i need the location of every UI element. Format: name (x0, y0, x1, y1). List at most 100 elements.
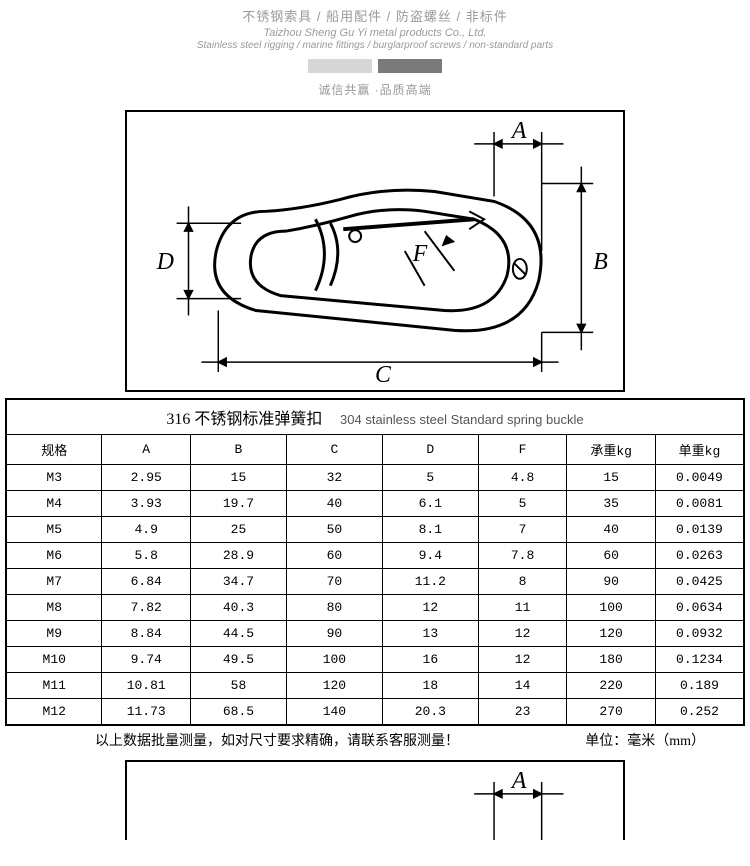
table-row: M87.8240.38012111000.0634 (6, 595, 744, 621)
table-row: M65.828.9609.47.8600.0263 (6, 543, 744, 569)
table-cell: M5 (6, 517, 102, 543)
table-cell: 4.8 (478, 465, 567, 491)
tab-placeholder (308, 59, 372, 73)
table-cell: 0.0263 (655, 543, 744, 569)
table-cell: M6 (6, 543, 102, 569)
table-row: M76.8434.77011.28900.0425 (6, 569, 744, 595)
table-col-header: 规格 (6, 435, 102, 465)
header-categories-en: Stainless steel rigging / marine fitting… (0, 40, 750, 51)
table-cell: M8 (6, 595, 102, 621)
table-cell: 35 (567, 491, 656, 517)
table-cell: 15 (567, 465, 656, 491)
table-cell: 11.2 (382, 569, 478, 595)
table-cell: 9.74 (102, 647, 191, 673)
table-cell: 0.189 (655, 673, 744, 699)
table-cell: 2.95 (102, 465, 191, 491)
table-cell: 8 (478, 569, 567, 595)
table-cell: 40.3 (190, 595, 286, 621)
table-cell: 180 (567, 647, 656, 673)
table-cell: 32 (286, 465, 382, 491)
dim-label-a-2: A (510, 768, 527, 794)
table-cell: 28.9 (190, 543, 286, 569)
table-cell: 58 (190, 673, 286, 699)
table-cell: 100 (286, 647, 382, 673)
table-cell: 34.7 (190, 569, 286, 595)
table-row: M98.8444.59013121200.0932 (6, 621, 744, 647)
table-footnote: 以上数据批量测量，如对尺寸要求精确，请联系客服测量！ 单位：毫米（mm） (5, 730, 745, 750)
table-col-header: B (190, 435, 286, 465)
header-company: Taizhou Sheng Gu Yi metal products Co., … (0, 27, 750, 39)
table-cell: 220 (567, 673, 656, 699)
dim-label-f: F (412, 241, 428, 267)
table-cell: 68.5 (190, 699, 286, 726)
table-col-header: C (286, 435, 382, 465)
table-col-header: F (478, 435, 567, 465)
table-cell: 4.9 (102, 517, 191, 543)
table-cell: M10 (6, 647, 102, 673)
table-row: M54.925508.17400.0139 (6, 517, 744, 543)
tab-placeholder (378, 59, 442, 73)
table-cell: 0.0139 (655, 517, 744, 543)
footnote-unit: 单位：毫米（mm） (585, 730, 745, 750)
table-cell: 0.0049 (655, 465, 744, 491)
table-cell: 11 (478, 595, 567, 621)
table-cell: 40 (286, 491, 382, 517)
table-cell: 11.73 (102, 699, 191, 726)
table-cell: 0.0932 (655, 621, 744, 647)
table-cell: M9 (6, 621, 102, 647)
page-header: 不锈钢索具 / 船用配件 / 防盗螺丝 / 非标件 Taizhou Sheng … (0, 0, 750, 102)
table-cell: M12 (6, 699, 102, 726)
table-title-row: 316 不锈钢标准弹簧扣 304 stainless steel Standar… (6, 399, 744, 435)
table-cell: 25 (190, 517, 286, 543)
table-row: M32.95153254.8150.0049 (6, 465, 744, 491)
table-col-header: A (102, 435, 191, 465)
table-col-header: 单重kg (655, 435, 744, 465)
table-cell: 12 (478, 621, 567, 647)
table-cell: 0.0425 (655, 569, 744, 595)
table-cell: 10.81 (102, 673, 191, 699)
table-cell: 12 (478, 647, 567, 673)
table-title-sub: 304 stainless steel Standard spring buck… (340, 412, 584, 427)
header-tabs (0, 59, 750, 73)
table-cell: 0.0634 (655, 595, 744, 621)
product-diagram: A B C D F (125, 110, 625, 392)
table-cell: 90 (286, 621, 382, 647)
table-cell: 60 (567, 543, 656, 569)
dim-label-c: C (375, 362, 392, 388)
table-title-main: 316 不锈钢标准弹簧扣 (166, 411, 322, 428)
table-cell: 6.1 (382, 491, 478, 517)
header-slogan: 诚信共赢 ·品质高端 (0, 81, 750, 98)
table-row: M1110.815812018142200.189 (6, 673, 744, 699)
table-cell: M11 (6, 673, 102, 699)
table-cell: 60 (286, 543, 382, 569)
table-cell: 8.1 (382, 517, 478, 543)
table-cell: 20.3 (382, 699, 478, 726)
spec-table: 316 不锈钢标准弹簧扣 304 stainless steel Standar… (5, 398, 745, 726)
table-cell: 100 (567, 595, 656, 621)
table-cell: 14 (478, 673, 567, 699)
table-cell: 90 (567, 569, 656, 595)
table-cell: 12 (382, 595, 478, 621)
table-cell: 49.5 (190, 647, 286, 673)
table-cell: 6.84 (102, 569, 191, 595)
table-cell: 40 (567, 517, 656, 543)
table-cell: 44.5 (190, 621, 286, 647)
table-row: M1211.7368.514020.3232700.252 (6, 699, 744, 726)
table-cell: 9.4 (382, 543, 478, 569)
table-cell: 5 (478, 491, 567, 517)
table-cell: 23 (478, 699, 567, 726)
table-cell: 140 (286, 699, 382, 726)
table-cell: 70 (286, 569, 382, 595)
table-header-row: 规格ABCDF承重kg单重kg (6, 435, 744, 465)
dim-label-a: A (510, 118, 527, 144)
spec-table-container: 316 不锈钢标准弹簧扣 304 stainless steel Standar… (5, 398, 745, 726)
table-cell: M4 (6, 491, 102, 517)
table-cell: 270 (567, 699, 656, 726)
table-cell: 15 (190, 465, 286, 491)
table-cell: 5 (382, 465, 478, 491)
table-cell: 16 (382, 647, 478, 673)
table-col-header: 承重kg (567, 435, 656, 465)
table-cell: 3.93 (102, 491, 191, 517)
table-cell: 0.252 (655, 699, 744, 726)
table-row: M109.7449.510016121800.1234 (6, 647, 744, 673)
